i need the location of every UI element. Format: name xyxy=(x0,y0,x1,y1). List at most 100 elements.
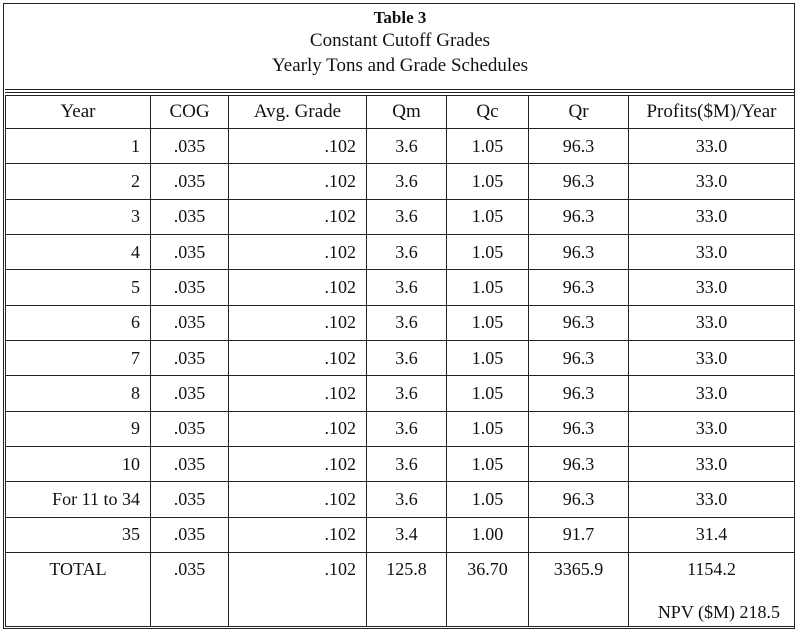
cell-qr: 96.3 xyxy=(528,163,629,200)
cell-qr: 96.3 xyxy=(528,446,629,483)
cell-qm: 3.4 xyxy=(366,516,447,554)
cell-qc: 1.05 xyxy=(446,198,529,236)
cell-cog: .035 xyxy=(150,375,229,412)
cell-avg-grade: .102 xyxy=(228,269,367,306)
table-caption: Table 3 Constant Cutoff Grades Yearly To… xyxy=(5,4,795,90)
total-label: TOTAL xyxy=(5,552,151,627)
npv-value: NPV ($M) 218.5 xyxy=(657,602,780,623)
table-row: 4.035.102 3.6 1.05 96.3 33.0 xyxy=(5,234,795,271)
cell-cog: .035 xyxy=(150,481,229,518)
cell-cog: .035 xyxy=(150,340,229,377)
cell-qr: 96.3 xyxy=(528,375,629,412)
cell-qm: 3.6 xyxy=(366,163,447,200)
cell-qm: 3.6 xyxy=(366,234,447,271)
header-cog: COG xyxy=(150,95,229,129)
cell-profits: 33.0 xyxy=(628,198,795,236)
cell-avg-grade: .102 xyxy=(228,127,367,165)
cell-cog: .035 xyxy=(150,127,229,165)
cell-qc: 1.05 xyxy=(446,163,529,200)
total-avg-grade: .102 xyxy=(228,552,367,627)
cell-profits: 33.0 xyxy=(628,163,795,200)
cell-avg-grade: .102 xyxy=(228,516,367,554)
cell-cog: .035 xyxy=(150,234,229,271)
cell-avg-grade: .102 xyxy=(228,410,367,448)
cell-qc: 1.05 xyxy=(446,304,529,342)
cell-qm: 3.6 xyxy=(366,198,447,236)
cell-year: 1 xyxy=(5,127,151,165)
total-profits: 1154.2 NPV ($M) 218.5 xyxy=(628,552,795,627)
cell-profits: 33.0 xyxy=(628,304,795,342)
cell-profits: 33.0 xyxy=(628,410,795,448)
cell-year: 35 xyxy=(5,516,151,554)
table-row: 6.035.102 3.6 1.05 96.3 33.0 xyxy=(5,304,795,342)
cell-profits: 33.0 xyxy=(628,234,795,271)
header-avg-grade: Avg. Grade xyxy=(228,95,367,129)
cell-profits: 33.0 xyxy=(628,269,795,306)
cell-year: 9 xyxy=(5,410,151,448)
table-row: 8.035.102 3.6 1.05 96.3 33.0 xyxy=(5,375,795,412)
cell-year: 6 xyxy=(5,304,151,342)
cell-year: 5 xyxy=(5,269,151,306)
cell-qr: 96.3 xyxy=(528,198,629,236)
cell-avg-grade: .102 xyxy=(228,446,367,483)
cell-cog: .035 xyxy=(150,198,229,236)
cell-profits: 33.0 xyxy=(628,127,795,165)
cell-qc: 1.05 xyxy=(446,410,529,448)
cell-year: 4 xyxy=(5,234,151,271)
cell-qr: 96.3 xyxy=(528,127,629,165)
cell-avg-grade: .102 xyxy=(228,340,367,377)
cell-qc: 1.05 xyxy=(446,446,529,483)
cell-qm: 3.6 xyxy=(366,340,447,377)
table-row: 1.035.102 3.6 1.05 96.3 33.0 xyxy=(5,127,795,165)
header-year: Year xyxy=(5,95,151,129)
cell-qm: 3.6 xyxy=(366,446,447,483)
table-row: For 11 to 34.035.102 3.6 1.05 96.3 33.0 xyxy=(5,481,795,518)
cell-qm: 3.6 xyxy=(366,481,447,518)
total-qr: 3365.9 xyxy=(528,552,629,627)
cell-avg-grade: .102 xyxy=(228,375,367,412)
cell-qm: 3.6 xyxy=(366,127,447,165)
total-cog: .035 xyxy=(150,552,229,627)
header-row: Year COG Avg. Grade Qm Qc Qr Profits($M)… xyxy=(5,95,795,129)
cell-qc: 1.05 xyxy=(446,127,529,165)
cell-qm: 3.6 xyxy=(366,375,447,412)
cell-qr: 91.7 xyxy=(528,516,629,554)
table-frame xyxy=(3,3,795,629)
cell-qr: 96.3 xyxy=(528,269,629,306)
total-row: TOTAL .035 .102 125.8 36.70 3365.9 1154.… xyxy=(5,552,795,627)
table-number: Table 3 xyxy=(373,8,427,27)
cell-profits: 33.0 xyxy=(628,375,795,412)
table-row: 3.035.102 3.6 1.05 96.3 33.0 xyxy=(5,198,795,236)
table-row: 10.035.102 3.6 1.05 96.3 33.0 xyxy=(5,446,795,483)
cell-year: 7 xyxy=(5,340,151,377)
cell-qm: 3.6 xyxy=(366,304,447,342)
cell-avg-grade: .102 xyxy=(228,163,367,200)
total-qm: 125.8 xyxy=(366,552,447,627)
cell-profits: 33.0 xyxy=(628,481,795,518)
cell-profits: 33.0 xyxy=(628,446,795,483)
cell-avg-grade: .102 xyxy=(228,234,367,271)
header-qm: Qm xyxy=(366,95,447,129)
cell-cog: .035 xyxy=(150,269,229,306)
cell-profits: 33.0 xyxy=(628,340,795,377)
cell-year: For 11 to 34 xyxy=(5,481,151,518)
table-subtitle: Yearly Tons and Grade Schedules xyxy=(271,55,528,76)
table-row: 9.035.102 3.6 1.05 96.3 33.0 xyxy=(5,410,795,448)
cell-avg-grade: .102 xyxy=(228,304,367,342)
cell-qc: 1.05 xyxy=(446,340,529,377)
cell-qr: 96.3 xyxy=(528,304,629,342)
cell-avg-grade: .102 xyxy=(228,481,367,518)
cell-cog: .035 xyxy=(150,516,229,554)
header-qc: Qc xyxy=(446,95,529,129)
header-qr: Qr xyxy=(528,95,629,129)
table-row: 35.035.102 3.4 1.00 91.7 31.4 xyxy=(5,516,795,554)
cell-year: 2 xyxy=(5,163,151,200)
table-row: 2.035.102 3.6 1.05 96.3 33.0 xyxy=(5,163,795,200)
cell-cog: .035 xyxy=(150,304,229,342)
cell-avg-grade: .102 xyxy=(228,198,367,236)
total-qc: 36.70 xyxy=(446,552,529,627)
cell-qr: 96.3 xyxy=(528,234,629,271)
header-profits: Profits($M)/Year xyxy=(628,95,795,129)
cell-qr: 96.3 xyxy=(528,410,629,448)
cell-qm: 3.6 xyxy=(366,269,447,306)
